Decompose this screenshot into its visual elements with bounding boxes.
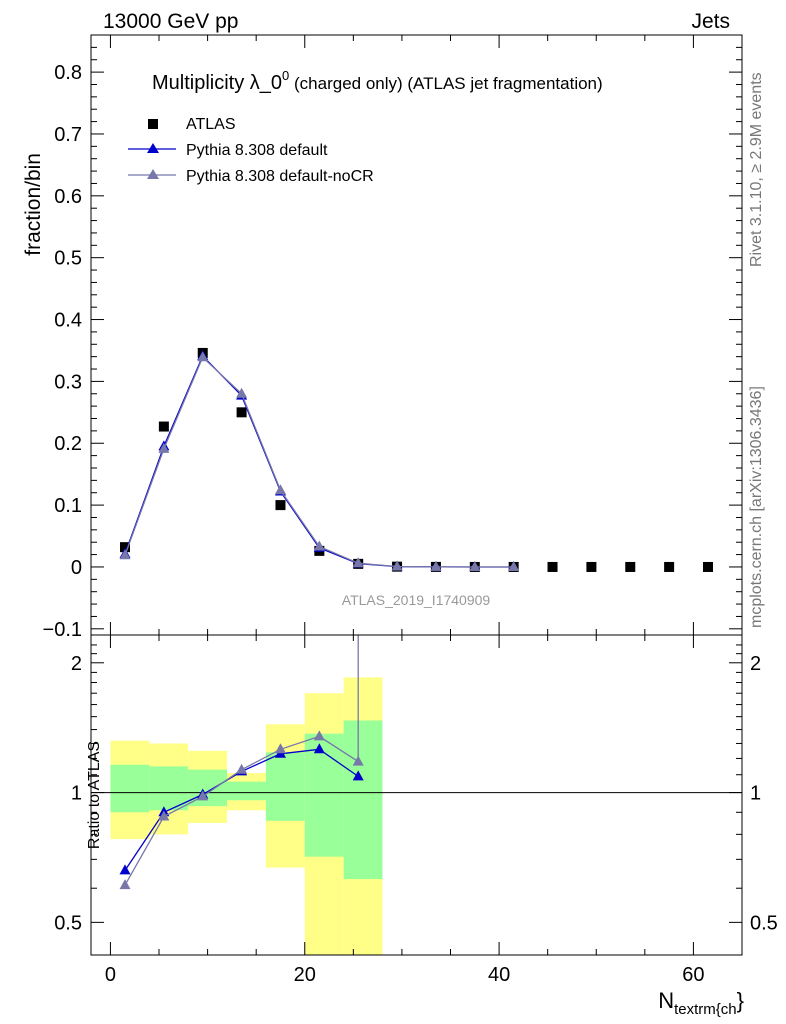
nocr-data-point: [430, 560, 442, 571]
nocr-series-line: [124, 356, 514, 568]
atlas-data-point: [120, 542, 131, 553]
mcplots-label: mcplots.cern.ch [arXiv:1306.3436]: [748, 386, 765, 628]
main-y-tick-label: 0.6: [54, 186, 82, 208]
nocr-data-point: [274, 484, 286, 495]
chart-title-sup: 0: [282, 68, 289, 83]
ratio-nocr-point: [274, 743, 286, 754]
atlas-data-point: [275, 500, 286, 511]
ratio-panel: 0.5 0.51 12 20 20 40 60: [54, 635, 778, 986]
ratio-nocr-point: [236, 763, 248, 774]
main-y-tick-label: 0: [71, 557, 82, 579]
ratio-y-tick-label: 2: [71, 653, 82, 675]
atlas-data-point: [236, 407, 247, 418]
chart-title-rest: (charged only) (ATLAS jet fragmentation): [289, 74, 602, 93]
atlas-data-point: [664, 561, 675, 572]
main-panel: −0.1 0 0.1 0.2 0.3 0.4 0.5 0.6 0.7 0.8: [43, 35, 742, 641]
main-y-tick-label: 0.1: [54, 495, 82, 517]
main-y-axis-label: fraction/bin: [22, 153, 45, 256]
nocr-data-point: [391, 560, 403, 571]
uncertainty-band-green: [304, 733, 344, 857]
main-y-tick-label: −0.1: [43, 619, 82, 641]
legend-marker-atlas: [148, 119, 158, 129]
ratio-default-point: [119, 864, 131, 875]
chart-title: Multiplicity λ_00 (charged only) (ATLAS …: [152, 68, 603, 94]
category-label: Jets: [691, 10, 730, 33]
ratio-y-axis-label: Ratio to ATLAS: [86, 741, 103, 849]
nocr-data-point: [508, 560, 520, 571]
legend-label-atlas: ATLAS: [186, 116, 236, 133]
uncertainty-band-green: [149, 766, 189, 811]
legend-label-nocr: Pythia 8.308 default-noCR: [186, 168, 374, 185]
nocr-data-point: [469, 560, 481, 571]
main-y-tick-label: 0.8: [54, 62, 82, 84]
legend-marker-nocr: [147, 169, 159, 179]
ratio-nocr-point: [197, 790, 209, 801]
nocr-data-point: [197, 351, 209, 362]
x-tick-label: 40: [488, 964, 510, 986]
default-series-line: [124, 354, 514, 568]
legend: ATLAS Pythia 8.308 default Pythia 8.308 …: [128, 116, 374, 185]
analysis-tag: ATLAS_2019_I1740909: [342, 592, 491, 608]
ratio-default-point: [352, 770, 364, 781]
ratio-y-tick-label-right: 1: [750, 783, 761, 805]
x-tick-label: 20: [294, 964, 316, 986]
nocr-data-point: [352, 557, 364, 568]
ratio-nocr-point: [119, 879, 131, 890]
atlas-data-point: [547, 561, 558, 572]
main-y-tick-label: 0.3: [54, 371, 82, 393]
nocr-data-point: [236, 387, 248, 398]
ratio-y-tick-label-right: 0.5: [750, 912, 778, 934]
atlas-data-point: [625, 561, 636, 572]
uncertainty-band-green: [110, 764, 150, 813]
main-y-tick-label: 0.4: [54, 310, 82, 332]
uncertainty-band-green: [227, 781, 266, 801]
legend-label-default: Pythia 8.308 default: [186, 142, 328, 159]
ratio-y-tick-label: 1: [71, 783, 82, 805]
main-y-tick-label: 0.7: [54, 124, 82, 146]
x-axis-label-sub: textrm{ch: [674, 1001, 737, 1018]
atlas-data-point: [702, 561, 713, 572]
legend-marker-default: [147, 143, 159, 153]
rivet-label: Rivet 3.1.10, ≥ 2.9M events: [748, 72, 765, 267]
x-tick-label: 60: [682, 964, 704, 986]
main-y-tick-label: 0.5: [54, 248, 82, 270]
ratio-default-point: [313, 743, 325, 754]
atlas-data-point: [586, 561, 597, 572]
x-axis-label: Ntextrm{ch}: [658, 988, 744, 1018]
ratio-nocr-point: [313, 730, 325, 741]
ratio-nocr-point: [158, 810, 170, 821]
atlas-data-point: [158, 421, 169, 432]
nocr-data-point: [313, 540, 325, 551]
ratio-y-tick-label: 0.5: [54, 912, 82, 934]
ratio-plot-frame: [90, 634, 743, 956]
chart-title-main: Multiplicity λ_0: [152, 72, 282, 94]
x-axis-label-main: N: [658, 988, 674, 1013]
nocr-data-point: [119, 549, 131, 560]
ratio-y-tick-label-right: 2: [750, 653, 761, 675]
x-tick-label: 0: [105, 964, 116, 986]
x-axis-label-tail: }: [737, 988, 744, 1013]
nocr-data-point: [158, 442, 170, 453]
energy-label: 13000 GeV pp: [103, 10, 238, 33]
uncertainty-band-green: [265, 752, 305, 821]
main-y-tick-label: 0.2: [54, 433, 82, 455]
uncertainty-band-green: [343, 720, 383, 880]
